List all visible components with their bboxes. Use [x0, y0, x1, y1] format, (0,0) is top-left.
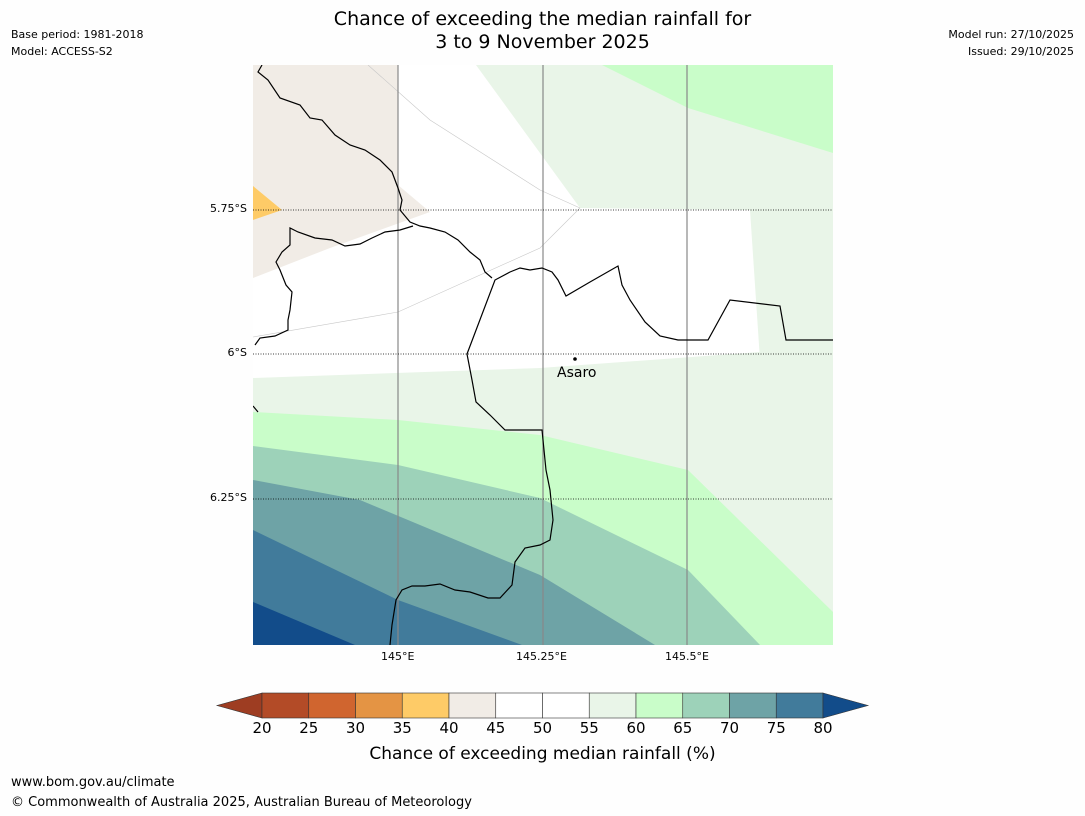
province-boundary-north [257, 65, 493, 279]
issued-date: Issued: 29/10/2025 [967, 45, 1074, 58]
base-period: Base period: 1981-2018 [11, 28, 144, 41]
place-label-asaro: Asaro [557, 365, 597, 381]
lat-label-6: 6°S [227, 346, 247, 359]
province-boundary-east [466, 265, 833, 355]
footer-url[interactable]: www.bom.gov.au/climate [11, 775, 175, 790]
region-55-60-upper [476, 65, 833, 360]
colorbar-segment [495, 692, 543, 719]
meta-right: Model run: 27/10/2025 Issued: 29/10/2025 [948, 26, 1074, 60]
lat-label-6-25: 6.25°S [210, 491, 247, 504]
contour-line [253, 207, 581, 338]
colorbar-label: Chance of exceeding median rainfall (%) [369, 744, 716, 764]
province-boundary-west [254, 225, 414, 346]
colorbar-segment [729, 692, 777, 719]
chart-title: Chance of exceeding the median rainfall … [0, 8, 1085, 54]
colorbar-tick-label: 70 [719, 719, 740, 737]
region-40-45 [253, 65, 430, 278]
meta-left: Base period: 1981-2018 Model: ACCESS-S2 [11, 26, 143, 60]
map-layers [253, 65, 833, 645]
colorbar-segment [775, 692, 824, 719]
colorbar-tick-label: 80 [813, 719, 833, 737]
title-line-2: 3 to 9 November 2025 [435, 31, 650, 53]
colorbar-segment [542, 692, 590, 719]
asaro-marker [573, 357, 577, 361]
region-35-40 [253, 186, 282, 220]
colorbar-segment [635, 692, 684, 719]
colorbar-extend-high [822, 692, 870, 719]
colorbar-segment [588, 692, 637, 719]
lon-label-145-5: 145.5°E [665, 650, 709, 663]
colorbar-segment [401, 692, 450, 719]
colorbar-tick-label: 45 [486, 719, 506, 737]
region-60-65-upper [602, 65, 833, 153]
contour-line [367, 65, 581, 209]
colorbar-tick-label: 25 [299, 719, 319, 737]
colorbar-tick-label: 20 [252, 719, 272, 737]
province-boundary-fragment [253, 405, 259, 413]
model-run-date: Model run: 27/10/2025 [948, 28, 1074, 41]
footer-copyright: © Commonwealth of Australia 2025, Austra… [11, 795, 472, 810]
colorbar-tick-label: 65 [673, 719, 693, 737]
colorbar-segment [261, 692, 310, 719]
title-line-1: Chance of exceeding the median rainfall … [333, 8, 752, 30]
colorbar-segment [448, 692, 497, 719]
region-above-80 [253, 602, 355, 645]
colorbar-tick-label: 30 [345, 719, 366, 737]
colorbar-tick-label: 35 [392, 719, 412, 737]
colorbar-tick-label: 75 [766, 719, 786, 737]
colorbar [215, 692, 870, 719]
colorbar-tick-label: 50 [532, 719, 553, 737]
colorbar-tick-label: 55 [579, 719, 599, 737]
province-boundary-south [389, 353, 554, 645]
lat-label-5-75: 5.75°S [210, 202, 247, 215]
colorbar-segment [355, 692, 403, 719]
lon-label-145-25: 145.25°E [516, 650, 567, 663]
colorbar-segment [682, 692, 730, 719]
lon-label-145: 145°E [381, 650, 415, 663]
colorbar-extend-low [215, 692, 263, 719]
region-75-80 [253, 530, 522, 645]
colorbar-tick-label: 60 [626, 719, 646, 737]
colorbar-segment [308, 692, 356, 719]
model-name: Model: ACCESS-S2 [11, 45, 113, 58]
colorbar-tick-label: 40 [439, 719, 459, 737]
